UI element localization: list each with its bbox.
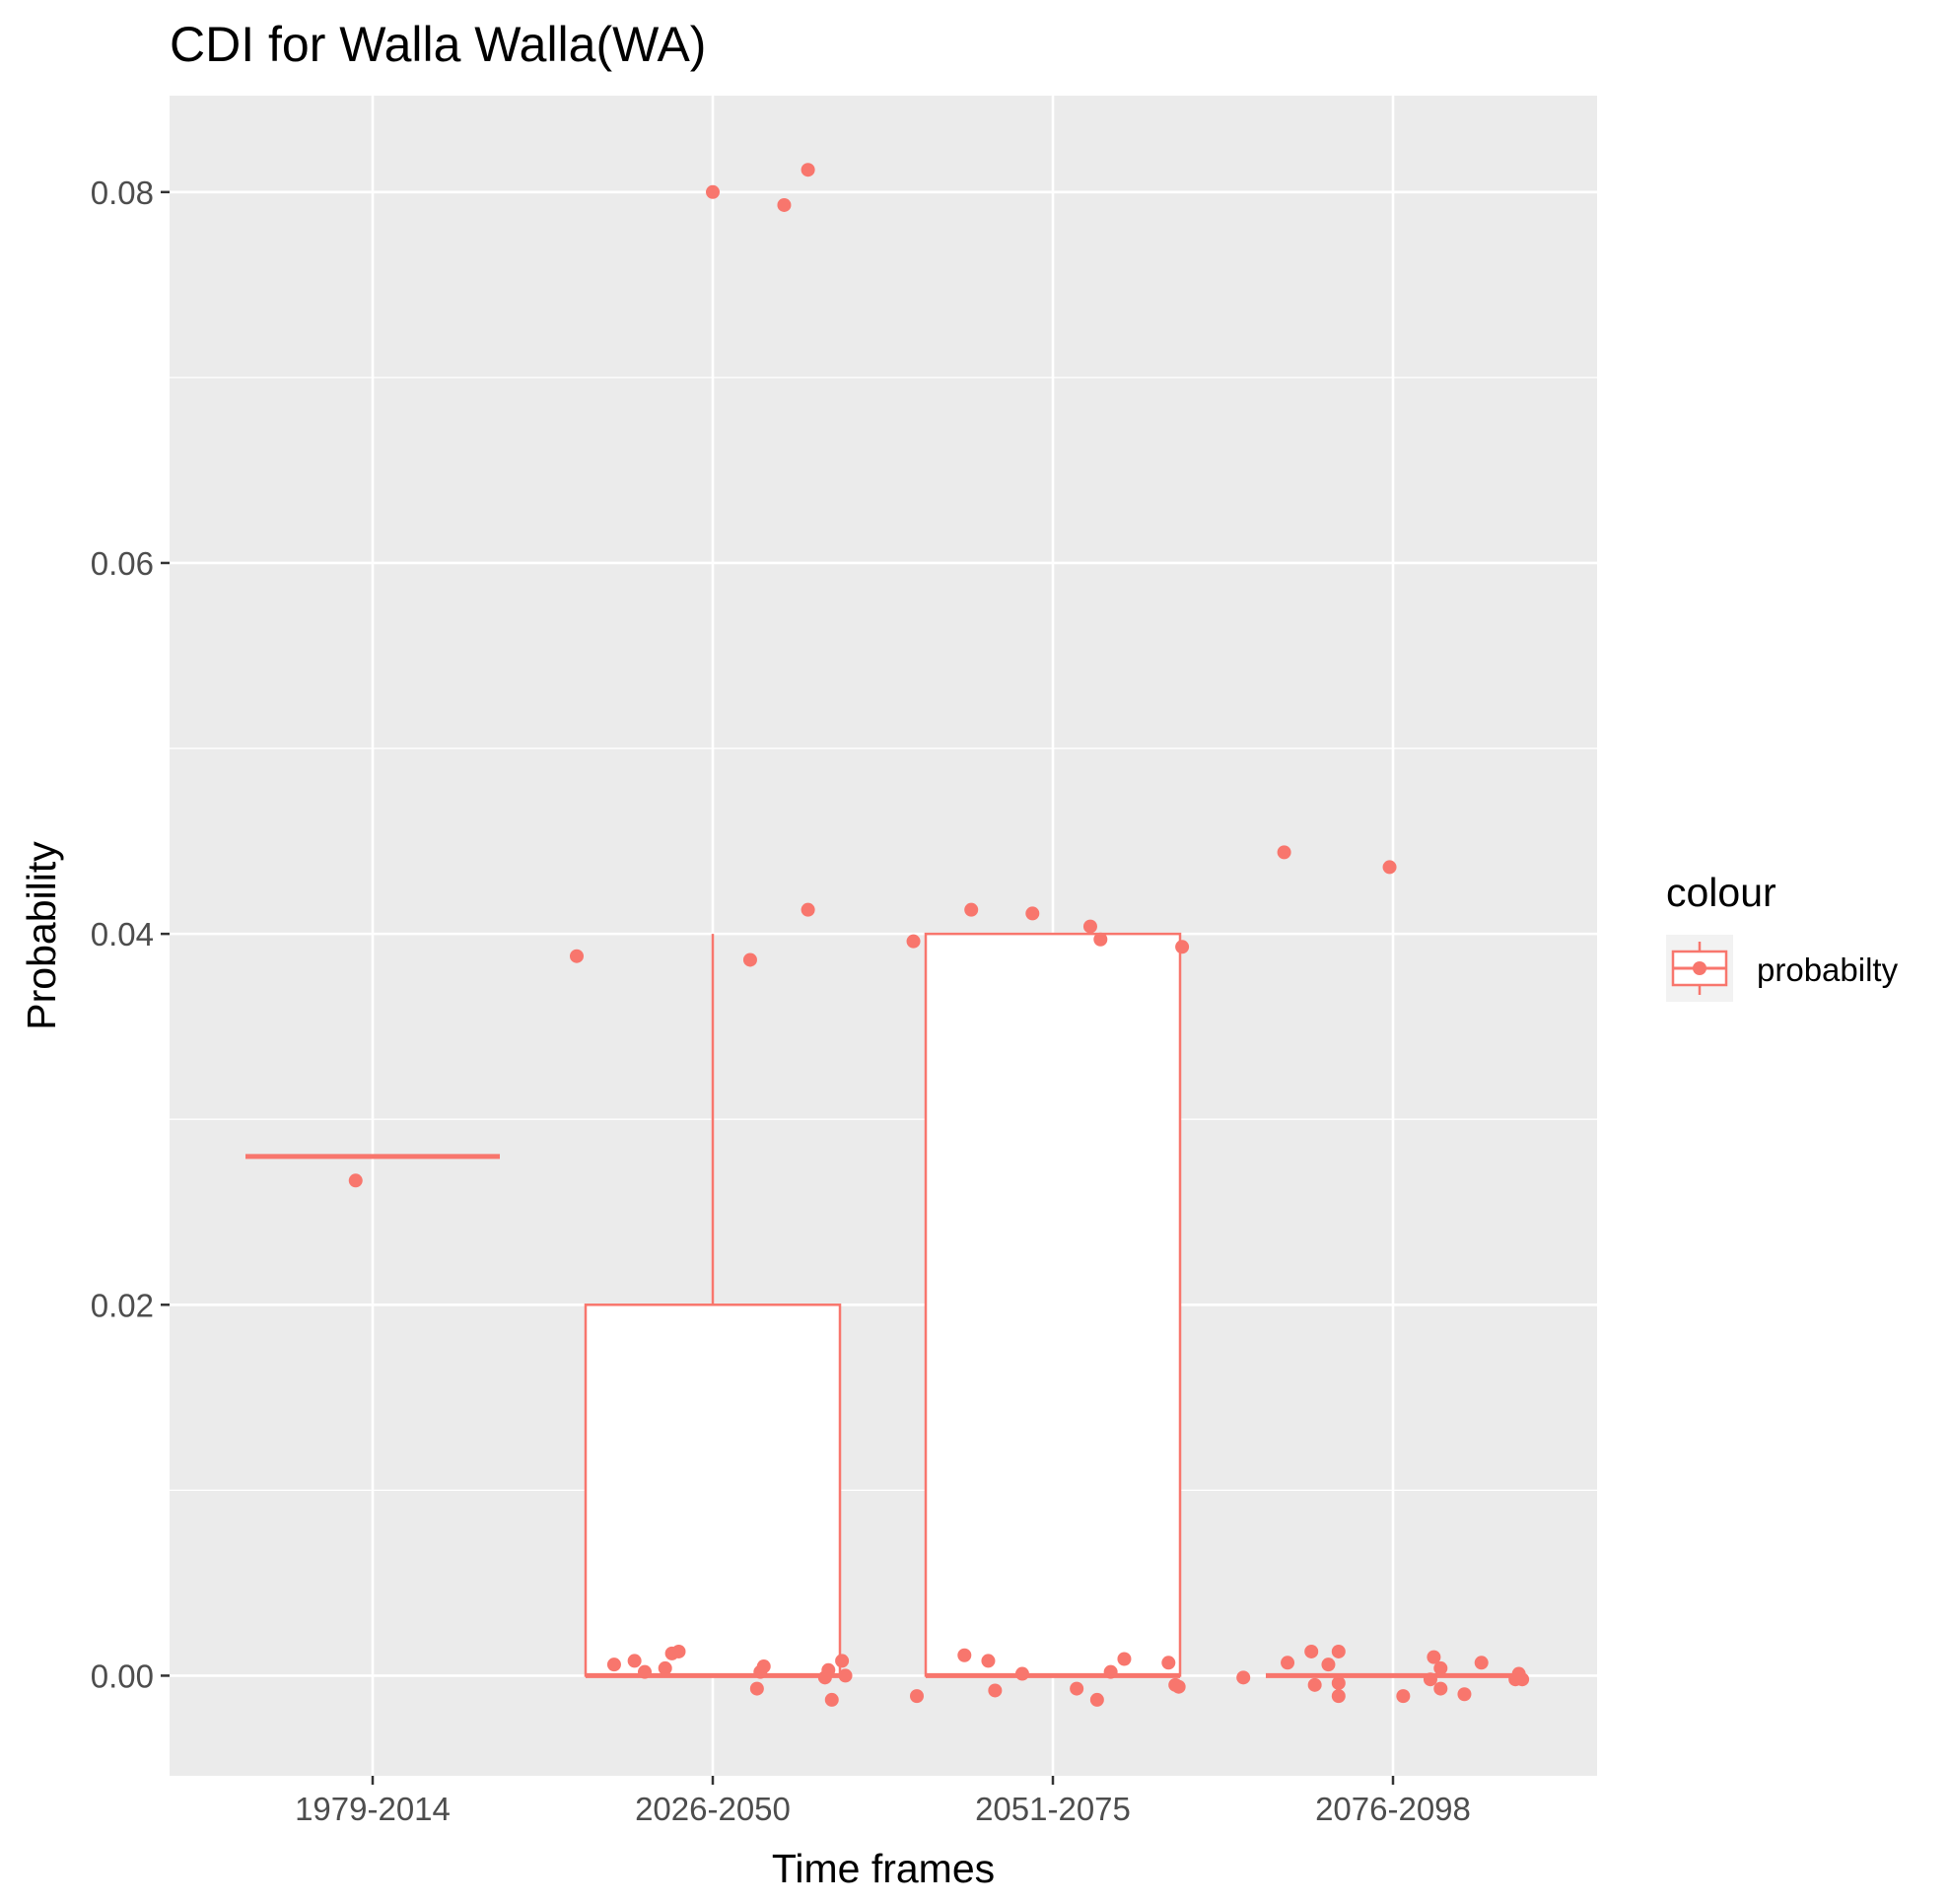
data-point — [824, 1692, 839, 1707]
boxplot-2026-2050 — [584, 934, 842, 1678]
legend-title: colour — [1666, 870, 1776, 915]
data-point — [1277, 845, 1291, 860]
data-point — [957, 1648, 972, 1662]
y-axis-title: Probability — [19, 841, 64, 1030]
data-point — [1117, 1652, 1132, 1666]
data-point — [1331, 1689, 1346, 1704]
data-point — [1396, 1689, 1411, 1704]
y-axis: 0.00 0.02 0.04 0.06 0.08 — [91, 175, 170, 1694]
data-point — [706, 184, 720, 199]
data-point — [1236, 1670, 1251, 1685]
chart-title: CDI for Walla Walla(WA) — [170, 17, 706, 72]
data-point — [1014, 1666, 1029, 1681]
x-tick-label: 2051-2075 — [975, 1791, 1131, 1827]
data-point — [1433, 1681, 1448, 1696]
data-point — [801, 163, 815, 177]
data-point — [981, 1654, 996, 1668]
data-point — [1082, 919, 1097, 934]
box — [924, 932, 1182, 1677]
y-tick-label: 0.04 — [91, 916, 154, 952]
data-point — [570, 949, 584, 963]
data-point — [1304, 1644, 1319, 1658]
data-point — [1161, 1656, 1176, 1670]
data-point — [801, 902, 815, 917]
legend-key — [1666, 935, 1733, 1002]
data-point — [1433, 1660, 1448, 1675]
legend-key-point — [1693, 961, 1706, 975]
data-point — [742, 952, 757, 967]
y-tick-label: 0.08 — [91, 175, 154, 211]
x-tick-label: 2076-2098 — [1315, 1791, 1471, 1827]
data-point — [1331, 1644, 1346, 1658]
plot-panel — [170, 96, 1597, 1776]
data-point — [348, 1173, 363, 1188]
data-point — [835, 1654, 850, 1668]
data-point — [1321, 1657, 1336, 1672]
data-point — [627, 1654, 642, 1668]
data-point — [749, 1681, 764, 1696]
y-tick-label: 0.06 — [91, 545, 154, 582]
data-point — [988, 1683, 1003, 1698]
data-point — [1093, 932, 1108, 947]
data-point — [821, 1662, 836, 1677]
x-tick-label: 2026-2050 — [635, 1791, 791, 1827]
data-point — [910, 1689, 924, 1704]
data-point — [1331, 1675, 1346, 1690]
data-point — [1457, 1687, 1472, 1702]
data-point — [1089, 1692, 1104, 1707]
data-point — [1103, 1664, 1118, 1679]
boxplot-2051-2075 — [924, 932, 1182, 1678]
data-point — [756, 1659, 771, 1674]
data-point — [1175, 940, 1190, 954]
x-tick-label: 1979-2014 — [295, 1791, 451, 1827]
y-tick-label: 0.02 — [91, 1287, 154, 1323]
data-point — [1382, 860, 1397, 875]
data-point — [671, 1644, 686, 1658]
data-point — [638, 1664, 652, 1679]
data-point — [1025, 906, 1040, 921]
data-point — [658, 1660, 672, 1675]
data-point — [1474, 1656, 1489, 1670]
legend-label: probabilty — [1757, 952, 1899, 988]
data-point — [906, 934, 921, 949]
data-point — [1171, 1679, 1186, 1694]
data-point — [777, 197, 792, 212]
data-point — [1427, 1650, 1441, 1664]
data-point — [838, 1668, 853, 1683]
x-axis: 1979-2014 2026-2050 2051-2075 2076-2098 — [295, 1776, 1471, 1827]
data-point — [964, 902, 979, 917]
box — [584, 1304, 842, 1677]
data-point — [1281, 1656, 1295, 1670]
legend: colour probabilty — [1666, 870, 1899, 1002]
x-axis-title: Time frames — [772, 1846, 995, 1891]
data-point — [1515, 1672, 1530, 1687]
y-tick-label: 0.00 — [91, 1657, 154, 1694]
data-point — [1307, 1677, 1322, 1692]
data-point — [1423, 1672, 1437, 1687]
data-point — [1070, 1681, 1084, 1696]
data-points — [348, 163, 1530, 1707]
data-point — [606, 1657, 621, 1672]
minor-gridlines — [170, 377, 1597, 1492]
boxplots — [245, 932, 1520, 1678]
